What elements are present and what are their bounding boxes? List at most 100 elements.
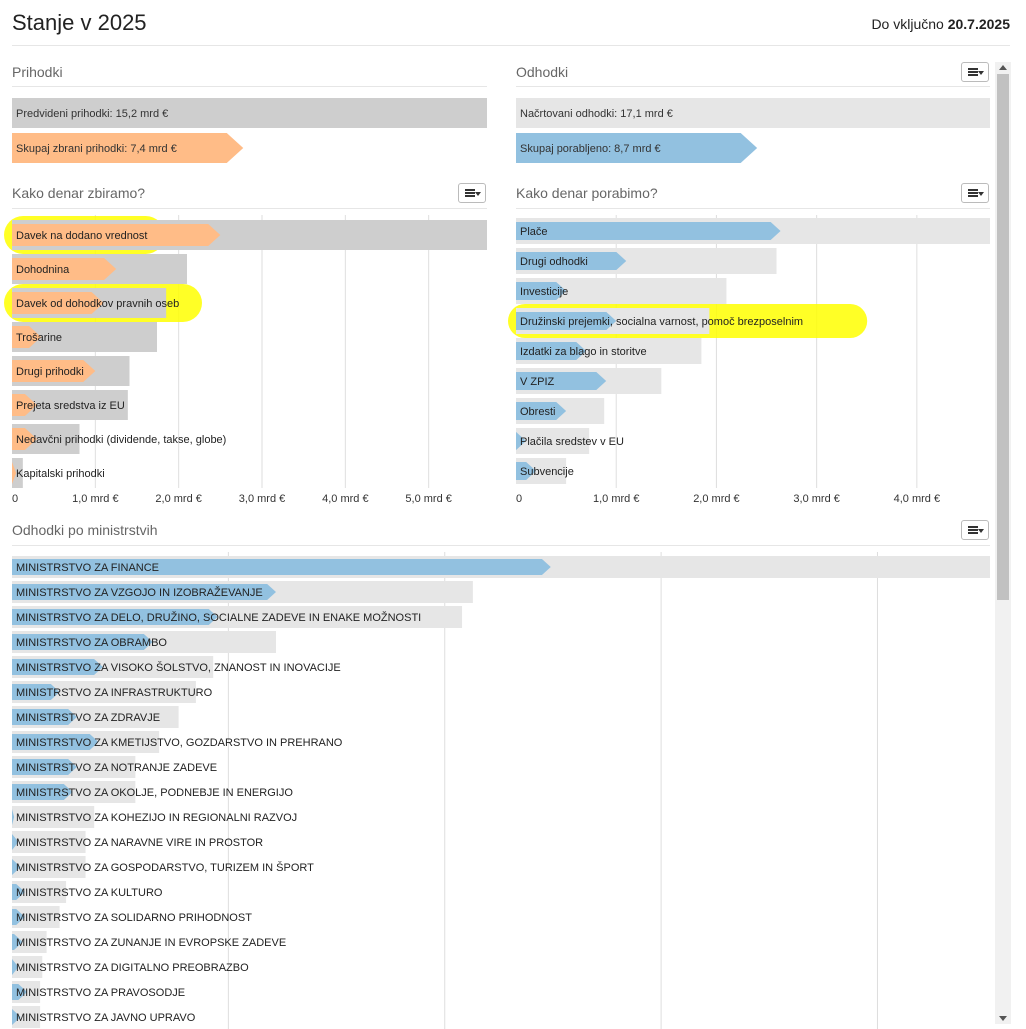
category-label: Kapitalski prihodki xyxy=(16,468,105,480)
bar-planned xyxy=(12,831,86,853)
x-tick-label: 2,0 mrd € xyxy=(693,493,739,505)
bar-actual xyxy=(12,224,221,246)
scroll-down-arrow-icon[interactable] xyxy=(999,1016,1007,1021)
chevron-down-icon xyxy=(978,71,984,75)
bar-actual xyxy=(12,984,28,1000)
bar-actual xyxy=(12,326,42,348)
bar-actual xyxy=(12,428,37,450)
category-label: MINISTRSTVO ZA SOLIDARNO PRIHODNOST xyxy=(16,912,252,924)
section-divider xyxy=(12,545,990,546)
summary-label: Skupaj zbrani prihodki: 7,4 mrd € xyxy=(16,143,177,155)
category-label: Drugi prihodki xyxy=(16,366,84,378)
bar-actual xyxy=(516,402,567,420)
kako-porabimo-menu-button[interactable] xyxy=(961,183,989,203)
bar-actual xyxy=(12,909,25,925)
x-tick-label: 0 xyxy=(516,493,522,505)
category-label: MINISTRSTVO ZA FINANCE xyxy=(16,562,159,574)
category-label: MINISTRSTVO ZA OKOLJE, PODNEBJE IN ENERG… xyxy=(16,787,293,799)
bar-actual xyxy=(12,709,77,725)
category-label: Plačila sredstev v EU xyxy=(520,436,624,448)
section-divider xyxy=(12,208,487,209)
bar-actual xyxy=(12,292,104,314)
category-label: MINISTRSTVO ZA NOTRANJE ZADEVE xyxy=(16,762,217,774)
bar-actual xyxy=(516,462,537,480)
category-label: Nedavčni prihodki (dividende, takse, glo… xyxy=(16,434,226,446)
category-label: MINISTRSTVO ZA INFRASTRUKTURO xyxy=(16,687,213,699)
category-label: MINISTRSTVO ZA OBRAMBO xyxy=(16,637,167,649)
kako-zbiramo-menu-button[interactable] xyxy=(458,183,486,203)
x-tick-label: 5,0 mrd € xyxy=(405,493,451,505)
bar-planned xyxy=(12,458,23,488)
hamburger-icon xyxy=(465,189,475,197)
summary-bar-planned xyxy=(516,98,990,128)
bar-planned xyxy=(12,1006,41,1028)
category-label: MINISTRSTVO ZA DELO, DRUŽINO, SOCIALNE Z… xyxy=(16,611,421,624)
section-divider xyxy=(12,86,487,87)
bar-actual xyxy=(516,432,527,450)
category-label: MINISTRSTVO ZA KOHEZIJO IN REGIONALNI RA… xyxy=(16,812,297,824)
bar-actual xyxy=(12,559,551,575)
chevron-down-icon xyxy=(978,192,984,196)
bar-actual xyxy=(12,394,37,416)
scrollbar-thumb[interactable] xyxy=(997,74,1009,600)
odhodki-menu-button[interactable] xyxy=(961,62,989,82)
category-label: Davek na dodano vrednost xyxy=(16,230,147,242)
bar-actual xyxy=(12,634,153,650)
x-tick-label: 1,0 mrd € xyxy=(593,493,639,505)
date-prefix: Do vključno xyxy=(871,16,944,32)
section-title-odhodki: Odhodki xyxy=(516,64,569,80)
bar-actual xyxy=(516,282,567,300)
bar-actual xyxy=(12,834,19,850)
x-tick-label: 2,0 mrd € xyxy=(155,493,201,505)
bar-planned xyxy=(12,856,86,878)
hamburger-icon xyxy=(968,526,978,534)
summary-label: Načrtovani odhodki: 17,1 mrd € xyxy=(520,108,673,120)
bar-actual xyxy=(12,809,15,825)
summary-label: Skupaj porabljeno: 8,7 mrd € xyxy=(520,143,661,155)
bar-planned xyxy=(12,881,67,903)
page-title: Stanje v 2025 xyxy=(12,10,147,35)
section-title-prihodki: Prihodki xyxy=(12,64,63,80)
category-label: MINISTRSTVO ZA JAVNO UPRAVO xyxy=(16,1012,196,1024)
x-tick-label: 4,0 mrd € xyxy=(894,493,940,505)
category-label: Subvencije xyxy=(520,466,574,478)
bar-actual xyxy=(12,934,23,950)
bar-actual xyxy=(12,784,73,800)
bar-planned xyxy=(12,681,196,703)
bar-planned xyxy=(516,428,590,454)
category-label: MINISTRSTVO ZA NARAVNE VIRE IN PROSTOR xyxy=(16,837,263,849)
summary-label: Predvideni prihodki: 15,2 mrd € xyxy=(16,108,168,120)
category-label: Trošarine xyxy=(16,332,62,344)
date-value: 20.7.2025 xyxy=(947,16,1010,32)
category-label: MINISTRSTVO ZA VZGOJO IN IZOBRAŽEVANJE xyxy=(16,586,263,599)
bar-actual xyxy=(12,859,21,875)
category-label: MINISTRSTVO ZA KMETIJSTVO, GOZDARSTVO IN… xyxy=(16,737,343,749)
header-divider xyxy=(12,45,1010,46)
category-label: Plače xyxy=(520,226,548,238)
summary-bar-actual xyxy=(12,133,244,163)
section-title-ministrstva: Odhodki po ministrstvih xyxy=(12,522,158,538)
x-tick-label: 4,0 mrd € xyxy=(322,493,368,505)
category-label: Izdatki za blago in storitve xyxy=(520,346,647,358)
bar-actual xyxy=(12,959,19,975)
scroll-up-arrow-icon[interactable] xyxy=(999,65,1007,70)
category-label: Obresti xyxy=(520,406,555,418)
bar-actual xyxy=(12,684,60,700)
bar-actual xyxy=(12,759,77,775)
bar-planned xyxy=(12,931,47,953)
x-tick-label: 1,0 mrd € xyxy=(72,493,118,505)
bar-planned xyxy=(12,956,43,978)
category-label: Drugi odhodki xyxy=(520,256,588,268)
section-title-kako-porabimo: Kako denar porabimo? xyxy=(516,185,658,201)
category-label: Dohodnina xyxy=(16,264,70,276)
ministrstva-menu-button[interactable] xyxy=(961,520,989,540)
category-label: MINISTRSTVO ZA ZUNANJE IN EVROPSKE ZADEV… xyxy=(16,937,286,949)
category-label: MINISTRSTVO ZA PRAVOSODJE xyxy=(16,987,185,999)
bar-actual xyxy=(12,734,99,750)
chevron-down-icon xyxy=(475,192,481,196)
summary-bar-planned xyxy=(12,98,487,128)
scrollbar[interactable] xyxy=(995,62,1011,1024)
summary-bar-actual xyxy=(516,133,758,163)
category-label: Investicije xyxy=(520,286,568,298)
category-label: MINISTRSTVO ZA GOSPODARSTVO, TURIZEM IN … xyxy=(16,861,314,874)
